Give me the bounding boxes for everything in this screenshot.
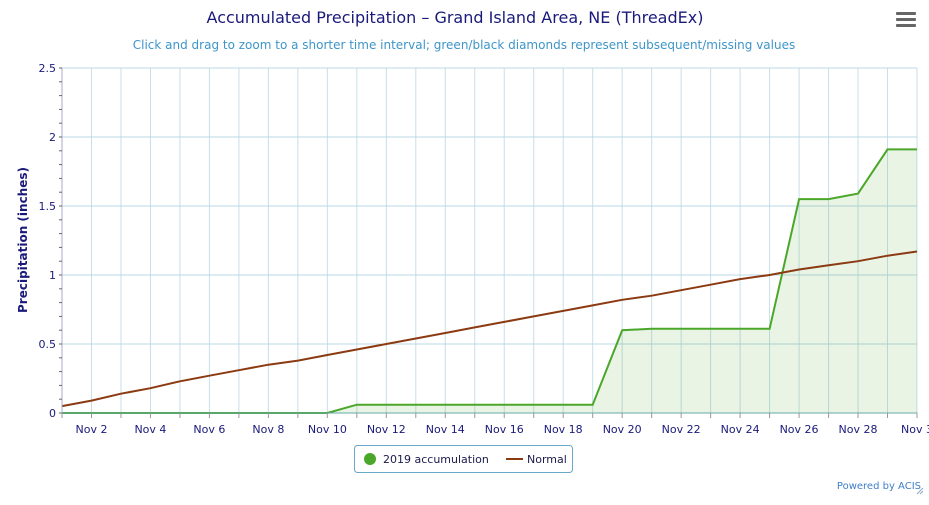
y-tick-label: 2.5 (39, 62, 57, 75)
x-tick-label: Nov 6 (193, 423, 225, 436)
legend-marker-circle[interactable] (364, 453, 376, 465)
x-tick-label: Nov 4 (134, 423, 166, 436)
chart-subtitle: Click and drag to zoom to a shorter time… (133, 38, 795, 52)
legend-item-label[interactable]: 2019 accumulation (383, 453, 489, 466)
x-tick-label: Nov 22 (662, 423, 701, 436)
y-tick-label: 1 (49, 269, 56, 282)
y-axis-label: Precipitation (inches) (16, 167, 30, 313)
x-tick-label: Nov 24 (721, 423, 760, 436)
hamburger-menu-icon[interactable] (894, 10, 918, 30)
y-tick-label: 0.5 (39, 338, 57, 351)
x-tick-label: Nov 10 (308, 423, 347, 436)
y-tick-label: 2 (49, 131, 56, 144)
legend-item-label[interactable]: Normal (527, 453, 567, 466)
x-tick-label: Nov 3 (901, 423, 929, 436)
x-tick-label: Nov 12 (367, 423, 406, 436)
x-tick-label: Nov 28 (839, 423, 878, 436)
x-tick-label: Nov 8 (252, 423, 284, 436)
x-tick-label: Nov 26 (780, 423, 819, 436)
x-axis: Nov 2 Nov 4 Nov 6 Nov 8 Nov 10 Nov 12 Nov 14 No… (61, 412, 929, 436)
chart-title: Accumulated Precipitation – Grand Island… (207, 8, 704, 27)
y-tick-label: 0 (49, 407, 56, 420)
credits-link[interactable]: Powered by ACIS (837, 481, 921, 492)
legend-box (354, 445, 573, 473)
x-tick-label: Nov 16 (485, 423, 524, 436)
resize-handle-icon[interactable] (916, 487, 924, 495)
series-line[interactable] (61, 250, 918, 408)
legend[interactable]: 2019 accumulation Normal (354, 445, 573, 473)
y-tick-label: 1.5 (39, 200, 57, 213)
y-axis: 0 0.5 1 1.5 2 2.5 (39, 62, 63, 420)
x-tick-label: Nov 2 (75, 423, 107, 436)
x-tick-label: Nov 20 (603, 423, 642, 436)
series-area-fill (62, 149, 917, 413)
x-tick-label: Nov 18 (544, 423, 583, 436)
x-tick-label: Nov 14 (426, 423, 465, 436)
area-layer (62, 149, 917, 413)
